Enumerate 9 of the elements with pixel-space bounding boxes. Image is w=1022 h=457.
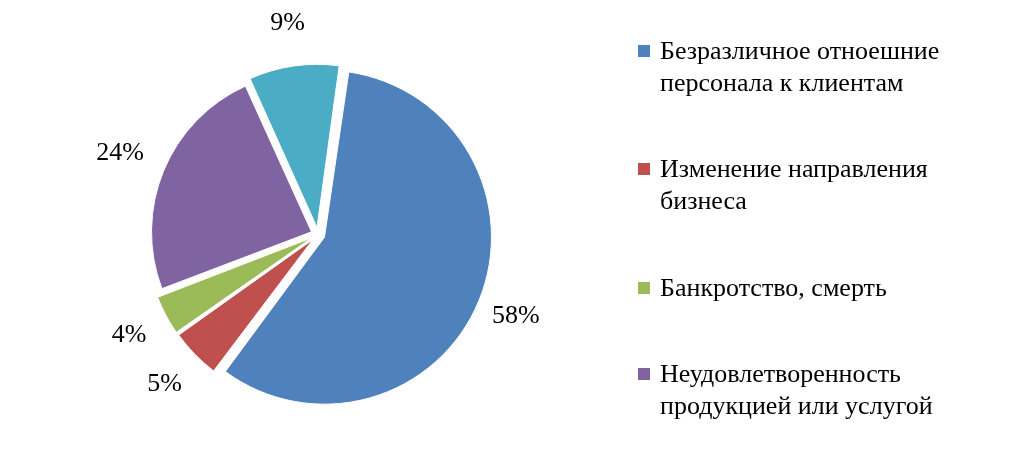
- legend-label: Безразличное отноешние персонала к клиентам: [660, 35, 941, 100]
- legend-label: Банкротство, смерть: [660, 271, 887, 304]
- data-label: 9%: [270, 6, 305, 36]
- data-label: 5%: [147, 367, 182, 397]
- data-label: 24%: [96, 136, 144, 166]
- legend-label: Неудовлетворенность продукцией или услугой: [660, 357, 934, 422]
- data-label: 4%: [111, 318, 147, 348]
- legend-label: Изменение направления бизнеса: [660, 153, 929, 218]
- data-label: 58%: [492, 299, 540, 329]
